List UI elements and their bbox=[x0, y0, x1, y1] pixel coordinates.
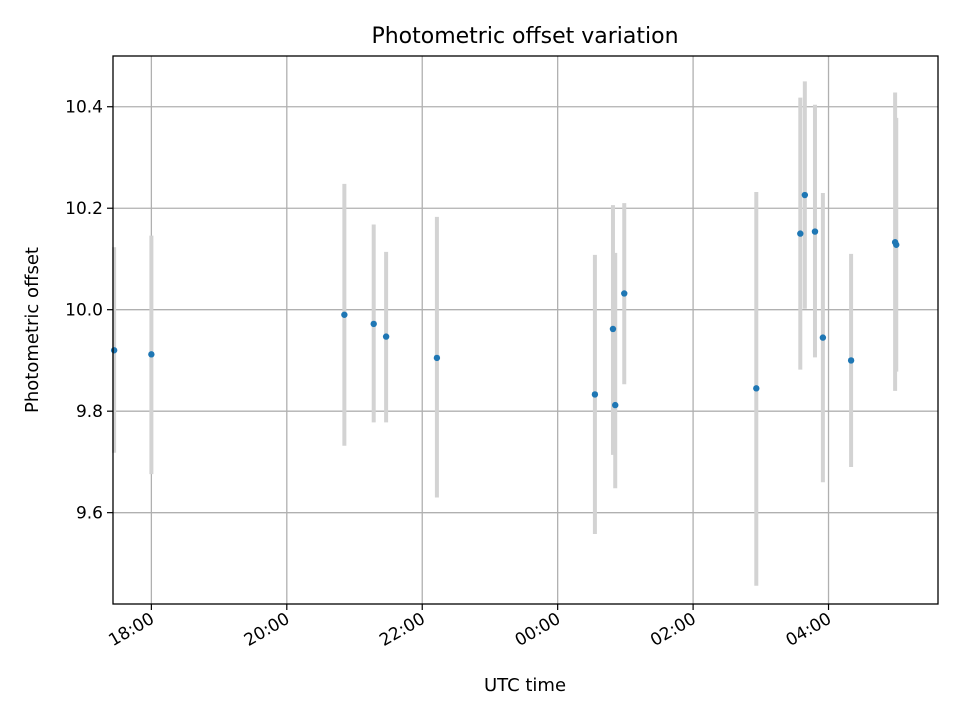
data-point bbox=[591, 391, 599, 398]
data-point bbox=[609, 325, 617, 333]
y-tick-label: 9.8 bbox=[76, 402, 103, 422]
y-axis-label: Photometric offset bbox=[22, 247, 43, 413]
y-tick-label: 10.2 bbox=[65, 199, 103, 219]
data-point bbox=[811, 228, 819, 235]
data-point bbox=[847, 357, 855, 364]
data-point bbox=[801, 191, 809, 199]
point-layer bbox=[110, 191, 900, 409]
data-point bbox=[148, 351, 155, 358]
y-tick-label: 10.0 bbox=[65, 301, 103, 321]
plot-frame bbox=[112, 55, 939, 605]
data-point bbox=[819, 334, 827, 341]
data-point bbox=[382, 333, 390, 340]
y-tick-label: 9.6 bbox=[76, 504, 103, 524]
data-point bbox=[110, 347, 118, 354]
data-point bbox=[621, 290, 628, 297]
data-point bbox=[797, 230, 804, 237]
data-point bbox=[612, 401, 619, 409]
data-point bbox=[341, 311, 348, 318]
data-point bbox=[893, 241, 900, 248]
data-point bbox=[370, 320, 377, 328]
data-point bbox=[753, 385, 760, 392]
x-axis-label: UTC time bbox=[484, 675, 566, 696]
data-point bbox=[433, 354, 441, 362]
chart-title: Photometric offset variation bbox=[371, 24, 678, 49]
y-tick-label: 10.4 bbox=[65, 98, 103, 118]
